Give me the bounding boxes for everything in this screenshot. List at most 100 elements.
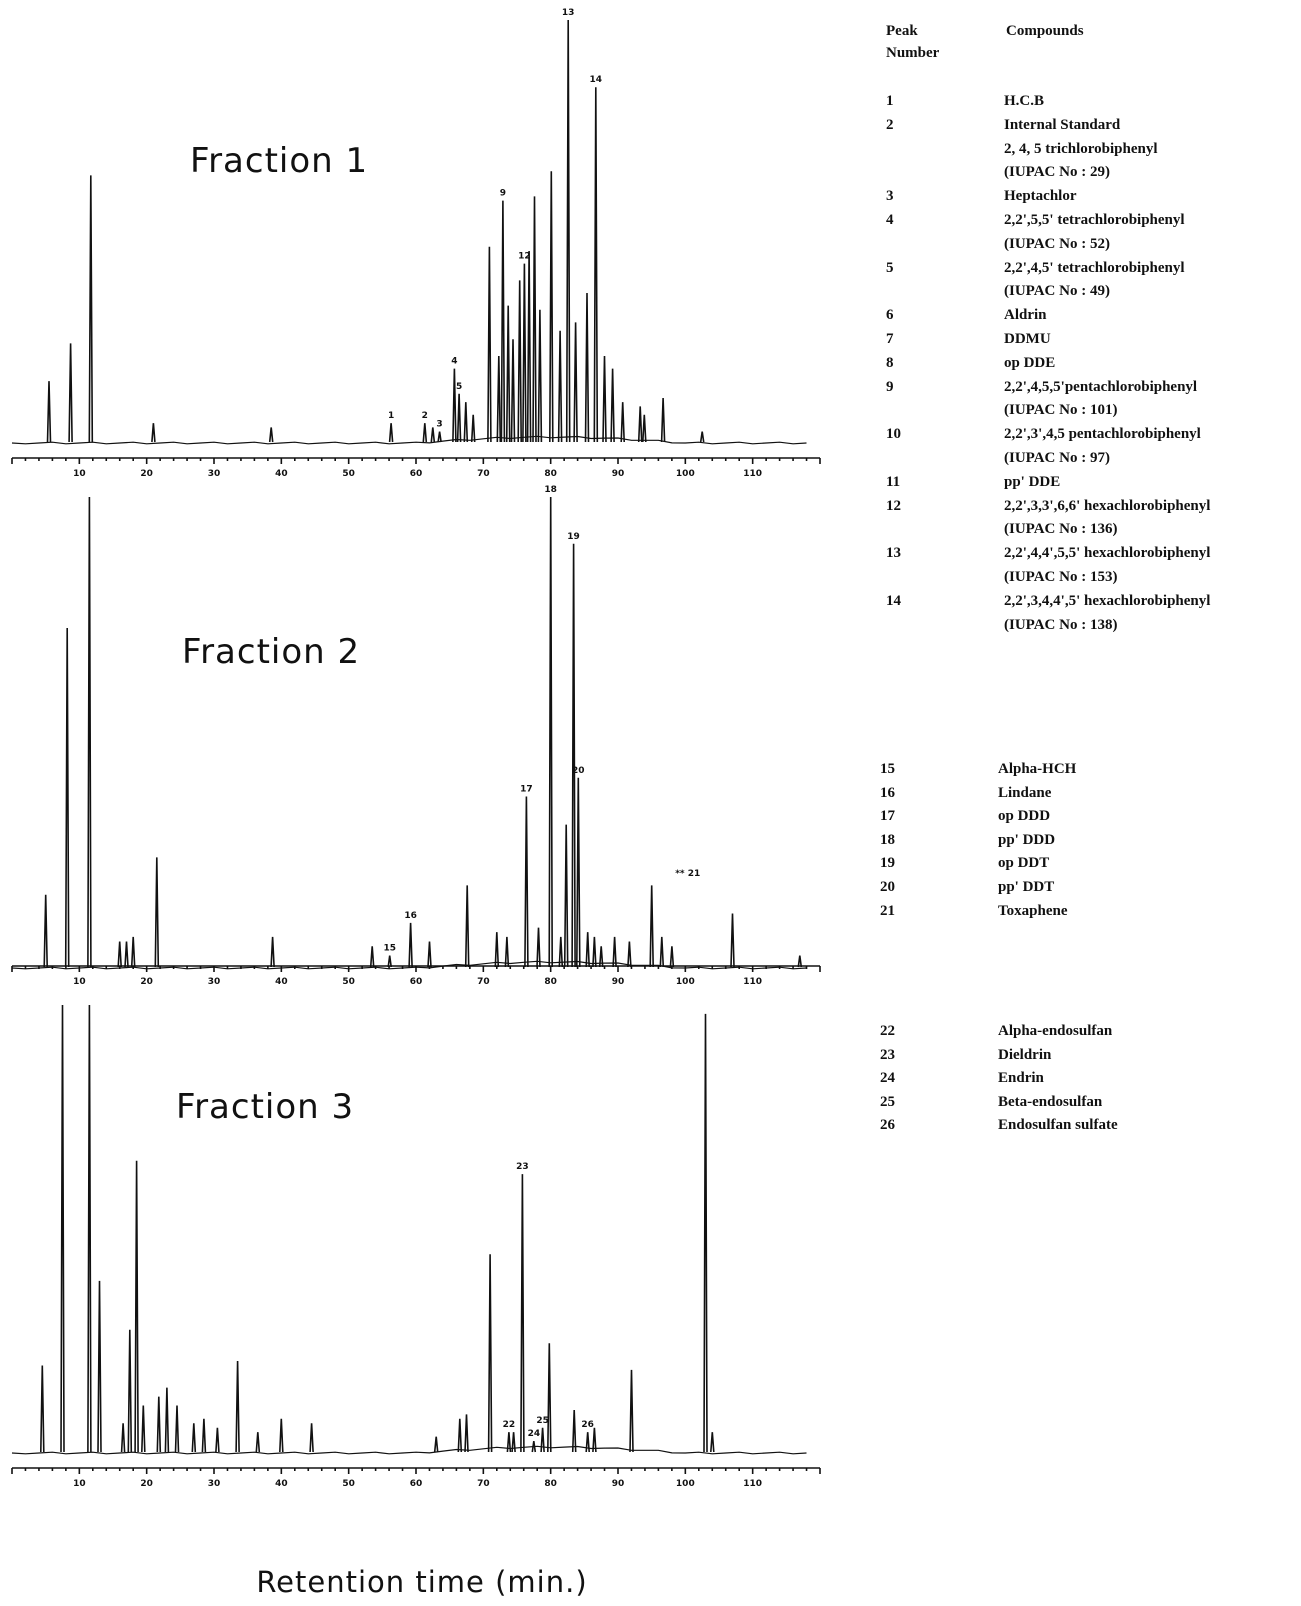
peak	[279, 1418, 284, 1453]
legend-peak-number: 22	[880, 1023, 895, 1039]
legend-peak-number: 26	[880, 1117, 895, 1134]
peak	[87, 1004, 92, 1453]
peak	[629, 1369, 634, 1453]
baseline	[11, 960, 807, 970]
legend-compound-name: (IUPAC No : 136)	[1004, 521, 1118, 538]
legend-row: 9 2,2',4,5,5'pentachlorobiphenyl	[886, 376, 1286, 400]
legend-compound-name: (IUPAC No : 97)	[1004, 449, 1110, 466]
legend-row: (IUPAC No : 97)	[886, 447, 1286, 471]
legend-peak-number: 10	[886, 426, 901, 443]
peak	[43, 894, 48, 968]
x-tick-label: 100	[676, 977, 695, 987]
peak	[87, 496, 92, 968]
legend-peak-number: 6	[886, 307, 894, 324]
legend-row: 26 Endosulfan sulfate	[880, 1114, 1280, 1138]
peak	[526, 250, 532, 443]
x-tick-label: 50	[342, 1479, 355, 1489]
x-tick-label: 100	[676, 1479, 695, 1489]
peak	[548, 496, 553, 968]
x-tick-label: 80	[544, 977, 557, 987]
legend-row: (IUPAC No : 49)	[886, 280, 1286, 304]
peak	[563, 824, 569, 968]
x-tick-label: 110	[743, 977, 762, 987]
peak	[470, 414, 476, 443]
peak-annotation: ** 21	[675, 869, 700, 879]
legend-compound-name: (IUPAC No : 101)	[1004, 402, 1118, 419]
x-tick-label: 80	[544, 469, 557, 479]
legend-compound-name: Internal Standard	[1004, 116, 1121, 133]
legend-row: (IUPAC No : 153)	[886, 566, 1286, 590]
peak	[463, 402, 469, 443]
peak	[557, 330, 563, 443]
legend-peak-number: 18	[880, 831, 895, 848]
peak	[64, 627, 70, 968]
legend-peak-number	[886, 233, 1004, 257]
legend-compound-name: Toxaphene	[998, 902, 1068, 919]
legend-peak-number: 11	[886, 473, 901, 490]
peak	[369, 946, 375, 968]
peak-label: 1	[388, 411, 394, 421]
peak	[584, 292, 590, 443]
peak	[487, 1254, 493, 1453]
peak-label: 16	[404, 911, 417, 921]
legend-compound-name: 2,2',3,4,4',5' hexachlorobiphenyl	[1004, 592, 1211, 609]
peak	[408, 922, 413, 968]
x-tick-label: 40	[275, 469, 288, 479]
legend-peak-number	[886, 614, 1004, 638]
legend-peak-number: 24	[880, 1070, 895, 1087]
legend-compound-name: op DDT	[998, 855, 1050, 872]
peak-label: 17	[520, 785, 533, 795]
legend-row: 8 op DDE	[886, 352, 1286, 376]
legend-row: 3 Heptachlor	[886, 185, 1286, 209]
peak	[117, 941, 122, 968]
legend-row: 20 pp' DDT	[880, 876, 1280, 900]
x-tick-label: 50	[342, 977, 355, 987]
legend-header-peak-line2: Number	[886, 45, 940, 61]
peak	[464, 885, 470, 968]
peak-label: 13	[562, 8, 575, 18]
legend-row: 25 Beta-endosulfan	[880, 1091, 1280, 1115]
x-tick-label: 90	[612, 469, 625, 479]
peak	[537, 309, 543, 443]
legend-peak-number: 14	[886, 592, 901, 609]
peak	[255, 1432, 261, 1453]
peak	[612, 936, 617, 968]
peak	[620, 402, 625, 443]
peak-label: 18	[544, 485, 557, 495]
legend-row: 12 2,2',3,3',6,6' hexachlorobiphenyl	[886, 495, 1286, 519]
x-tick-label: 10	[73, 469, 86, 479]
legend-row: 5 2,2',4,5' tetrachlorobiphenyl	[886, 257, 1286, 281]
peak	[524, 796, 529, 968]
x-tick-label: 110	[743, 1479, 762, 1489]
legend-peak-number	[886, 566, 1004, 590]
peak	[540, 1427, 545, 1453]
legend-peak-number: 2	[886, 116, 894, 133]
legend-row: 16 Lindane	[880, 782, 1280, 806]
peak	[235, 1360, 240, 1453]
legend-peak-number: 8	[886, 354, 894, 371]
peak	[164, 1387, 170, 1453]
peak-label: 15	[383, 944, 396, 954]
peak	[464, 1414, 469, 1453]
peak	[430, 427, 436, 443]
panel-title: Fraction 1	[190, 141, 368, 181]
peak	[60, 1004, 65, 1453]
peak	[532, 196, 537, 443]
peak	[659, 936, 665, 968]
peak	[536, 927, 541, 968]
x-tick-label: 40	[275, 977, 288, 987]
peak	[505, 305, 511, 443]
legend-peak-number: 21	[880, 902, 895, 919]
x-tick-label: 30	[208, 469, 221, 479]
peak	[68, 343, 73, 443]
legend-compound-name: 2,2',4,5' tetrachlorobiphenyl	[1004, 259, 1185, 276]
peak	[598, 946, 604, 968]
legend-row: 18 pp' DDD	[880, 829, 1280, 853]
peak	[141, 1405, 146, 1453]
peak	[40, 1365, 45, 1453]
x-tick-label: 20	[140, 977, 153, 987]
x-tick-label: 90	[612, 1479, 625, 1489]
peak	[627, 941, 632, 968]
peak-label: 25	[536, 1416, 549, 1426]
